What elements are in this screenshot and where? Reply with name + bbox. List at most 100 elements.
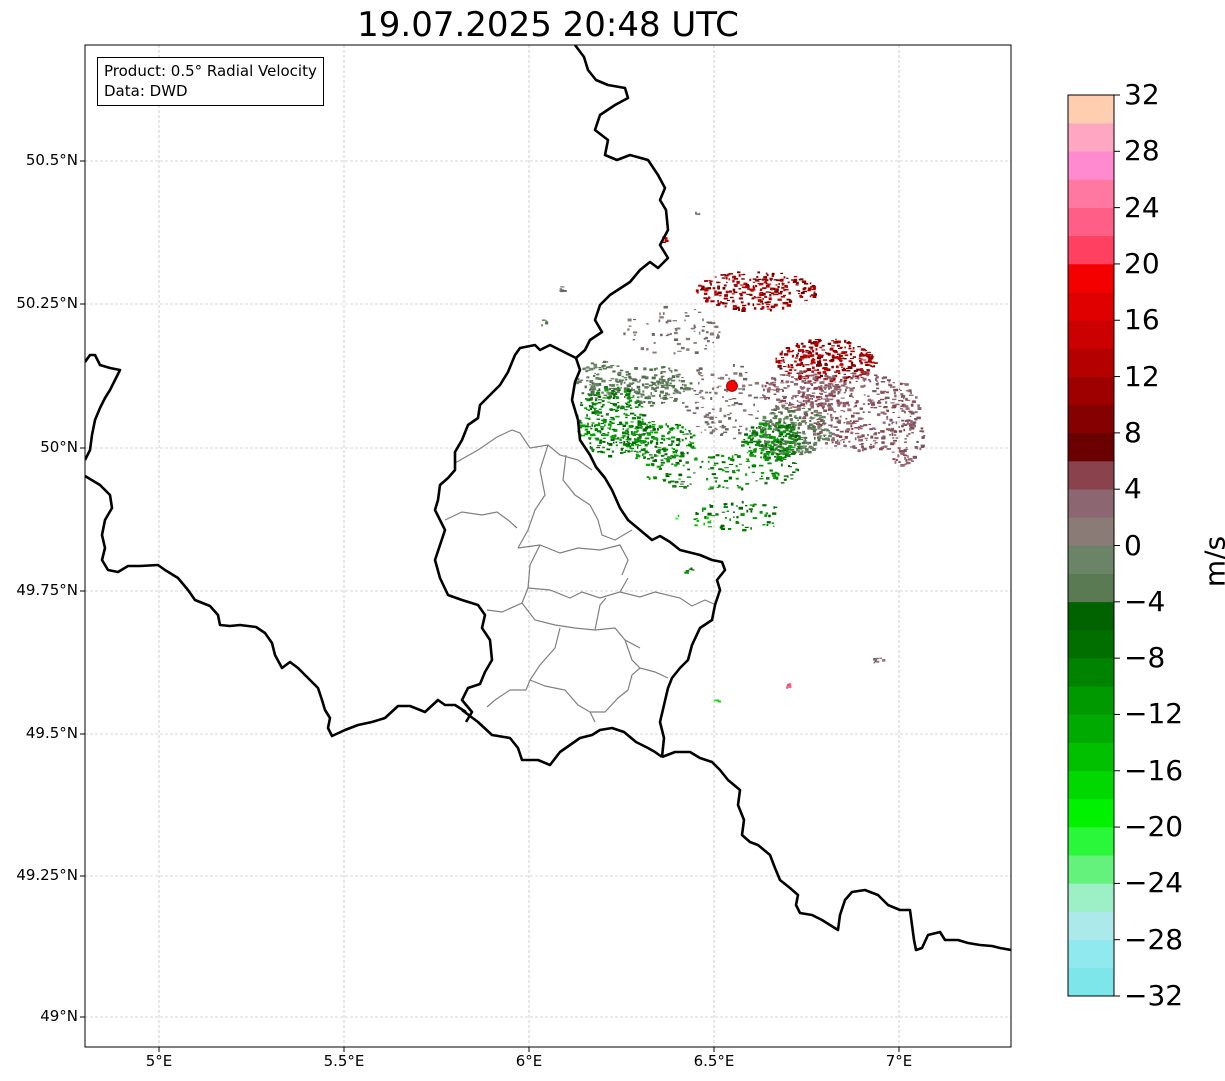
echo-pixel xyxy=(600,405,604,408)
echo-pixel xyxy=(701,460,704,463)
echo-pixel xyxy=(698,367,703,371)
echo-pixel xyxy=(840,410,844,412)
echo-pixel xyxy=(870,406,874,409)
echo-pixel xyxy=(790,364,793,367)
echo-pixel xyxy=(870,365,872,367)
echo-pixel xyxy=(782,359,785,362)
echo-pixel xyxy=(584,407,588,409)
echo-pixel xyxy=(802,399,805,403)
echo-pixel xyxy=(643,440,647,443)
echo-pixel xyxy=(639,450,641,453)
echo-pixel xyxy=(797,450,801,453)
echo-pixel xyxy=(746,293,751,295)
echo-pixel xyxy=(892,398,897,401)
echo-pixel xyxy=(791,450,796,453)
echo-pixel xyxy=(763,281,766,284)
echo-pixel xyxy=(732,288,736,292)
echo-pixel xyxy=(761,292,766,296)
echo-pixel xyxy=(801,394,805,397)
echo-pixel xyxy=(774,293,779,296)
echo-pixel xyxy=(724,305,727,308)
echo-pixel xyxy=(676,327,681,330)
echo-pixel xyxy=(772,430,775,433)
echo-pixel xyxy=(608,365,611,368)
echo-pixel xyxy=(875,383,879,386)
echo-pixel xyxy=(802,420,807,422)
echo-pixel xyxy=(853,370,858,372)
echo-pixel xyxy=(651,435,655,439)
echo-pixel xyxy=(659,382,664,385)
echo-pixel xyxy=(608,387,611,391)
echo-pixel xyxy=(861,445,864,449)
echo-pixel xyxy=(768,387,771,390)
echo-pixel xyxy=(836,439,839,442)
echo-pixel xyxy=(766,422,770,426)
echo-pixel xyxy=(759,477,764,480)
echo-pixel xyxy=(817,354,822,357)
echo-pixel xyxy=(768,427,771,430)
echo-pixel xyxy=(590,390,595,394)
echo-pixel xyxy=(874,406,878,409)
echo-pixel xyxy=(639,393,643,395)
echo-pixel xyxy=(728,476,732,480)
echo-pixel xyxy=(622,406,625,409)
echo-pixel xyxy=(721,377,724,378)
echo-pixel xyxy=(732,299,735,302)
echo-pixel xyxy=(817,363,822,365)
echo-pixel xyxy=(632,378,637,382)
echo-pixel xyxy=(784,399,786,403)
echo-pixel xyxy=(638,388,641,392)
echo-pixel xyxy=(798,279,802,281)
echo-pixel xyxy=(735,505,738,507)
echo-pixel xyxy=(593,407,597,409)
echo-pixel xyxy=(863,354,868,357)
echo-pixel xyxy=(793,463,798,464)
echo-pixel xyxy=(650,440,654,443)
echo-pixel xyxy=(598,395,602,398)
echo-pixel xyxy=(850,431,854,435)
echo-pixel xyxy=(611,390,615,392)
echo-pixel xyxy=(732,307,737,310)
echo-pixel xyxy=(617,405,620,409)
echo-pixel xyxy=(678,459,682,462)
echo-pixel xyxy=(784,416,789,420)
echo-pixel xyxy=(761,435,766,438)
colorbar-segment xyxy=(1068,151,1114,180)
echo-pixel xyxy=(748,384,753,386)
echo-pixel xyxy=(660,370,663,374)
echo-pixel xyxy=(837,421,841,424)
echo-pixel xyxy=(817,414,822,417)
echo-pixel xyxy=(757,271,760,274)
colorbar-segment xyxy=(1068,179,1114,208)
echo-pixel xyxy=(719,294,722,297)
echo-pixel xyxy=(601,365,605,368)
echo-pixel xyxy=(855,380,858,382)
echo-pixel xyxy=(676,426,679,430)
echo-pixel xyxy=(622,431,626,435)
echo-pixel xyxy=(795,395,797,398)
echo-pixel xyxy=(772,378,777,380)
echo-pixel xyxy=(800,291,805,295)
echo-pixel xyxy=(788,401,791,405)
echo-pixel xyxy=(773,443,777,447)
echo-pixel xyxy=(867,395,870,397)
echo-pixel xyxy=(740,513,745,516)
echo-pixel xyxy=(867,434,869,436)
echo-pixel xyxy=(716,386,719,389)
echo-pixel xyxy=(863,394,866,396)
echo-pixel xyxy=(803,371,807,373)
echo-pixel xyxy=(832,385,836,388)
echo-pixel xyxy=(758,426,762,428)
echo-pixel xyxy=(899,450,903,453)
echo-pixel xyxy=(651,395,656,397)
echo-pixel xyxy=(595,410,599,412)
echo-pixel xyxy=(815,352,818,355)
echo-pixel xyxy=(633,450,637,452)
echo-pixel xyxy=(799,386,803,389)
echo-pixel xyxy=(733,372,738,375)
echo-pixel xyxy=(672,450,675,454)
echo-pixel xyxy=(798,439,804,441)
echo-pixel xyxy=(703,297,708,299)
echo-pixel xyxy=(870,448,872,450)
echo-pixel xyxy=(732,472,736,474)
